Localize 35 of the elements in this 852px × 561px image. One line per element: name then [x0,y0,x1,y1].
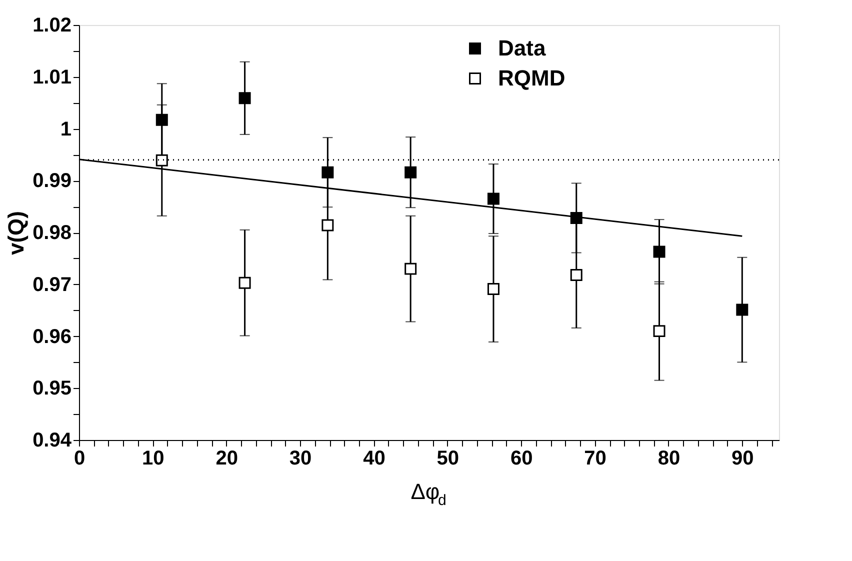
x-tick-label: 70 [584,448,606,470]
x-tick-label: 80 [658,448,680,470]
x-tick-label: 50 [436,448,460,470]
point [487,283,500,296]
point [404,166,417,178]
x-tick-label: 40 [363,448,386,470]
y-tick-label: 0.96 [32,326,72,348]
point [238,276,251,289]
y-tick-label: 0.94 [32,430,72,452]
point [570,269,582,282]
point [156,154,168,166]
y-tick-label: 0.95 [32,378,72,400]
point [653,325,666,338]
point [653,246,666,258]
x-tick-label: 90 [732,448,754,470]
point [238,92,251,104]
x-tick-label: 30 [289,448,312,470]
y-tick-label: 0.97 [32,274,72,296]
legend-label: RQMD [498,65,566,90]
y-tick-label: 0.98 [32,222,72,244]
y-tick-label: 1 [60,118,72,140]
point [404,262,417,275]
x-tick-label: 20 [216,448,238,470]
x-tick-label: 10 [142,448,164,470]
y-tick-label: 1.02 [32,14,72,36]
y-tick-label: 1.01 [32,66,72,88]
legend-label: Data [498,35,546,60]
point [322,219,334,232]
y-axis-title: v(Q) [4,211,29,255]
point [322,166,334,178]
x-tick-label: 60 [510,448,533,470]
y-tick-label: 0.99 [32,170,72,192]
point [487,192,500,205]
point [736,304,748,316]
x-tick-label: 0 [74,448,86,470]
